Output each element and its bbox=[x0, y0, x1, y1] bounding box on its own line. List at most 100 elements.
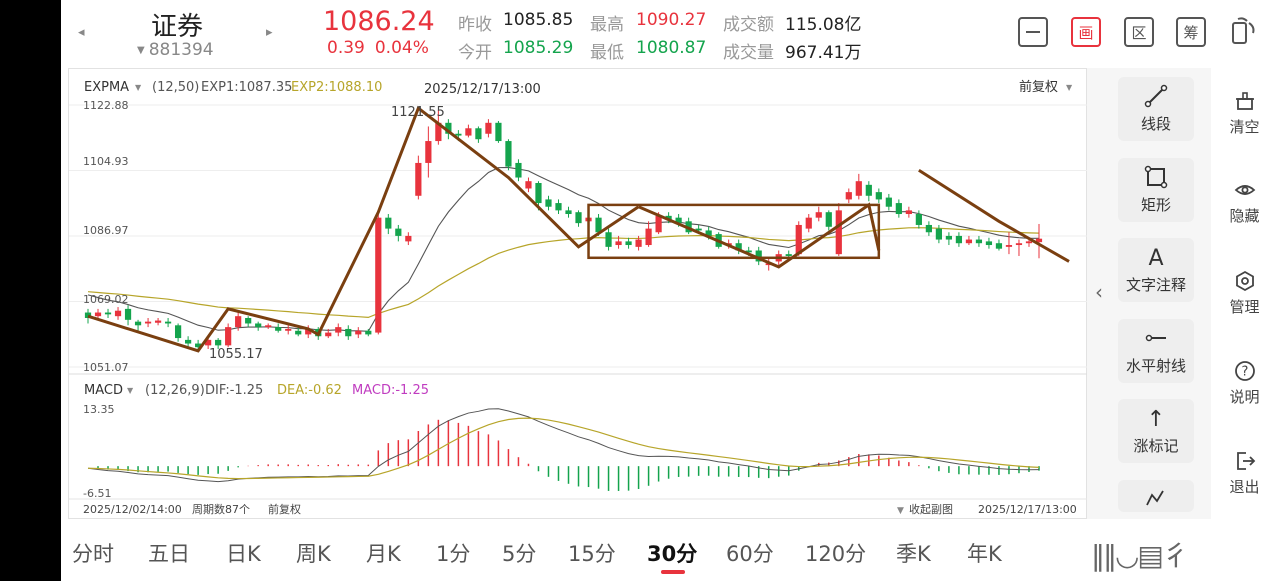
candle-body bbox=[975, 239, 983, 244]
exit-button[interactable]: 退出 bbox=[1211, 450, 1278, 497]
tab-15min[interactable]: 15分 bbox=[568, 542, 616, 566]
prev-close-label: 昨收 bbox=[458, 15, 492, 35]
chart-canvas[interactable]: EXPMA ▼ (12,50) EXP1:1087.35 EXP2:1088.1… bbox=[69, 69, 1088, 520]
tab-5min[interactable]: 5分 bbox=[502, 542, 537, 566]
candle-body bbox=[935, 228, 942, 240]
trash-icon bbox=[1211, 90, 1278, 116]
candle-body bbox=[405, 235, 412, 242]
text-icon: A bbox=[1148, 246, 1164, 271]
stock-code[interactable]: ▼ 881394 bbox=[137, 40, 214, 60]
dropdown-icon[interactable]: ▼ bbox=[1066, 83, 1073, 92]
tab-season-k[interactable]: 季K bbox=[896, 542, 931, 566]
price-change: 0.39 0.04% bbox=[327, 38, 429, 58]
collapse-sub-chart[interactable]: 收起副图 bbox=[909, 502, 953, 516]
tool-rectangle[interactable]: 矩形 bbox=[1118, 158, 1194, 222]
candle-body bbox=[855, 181, 862, 196]
next-stock-arrow-icon[interactable]: ▸ bbox=[266, 25, 273, 40]
kline-chart[interactable]: EXPMA ▼ (12,50) EXP1:1087.35 EXP2:1088.1… bbox=[68, 68, 1088, 520]
clear-label: 清空 bbox=[1229, 118, 1260, 136]
manage-label: 管理 bbox=[1229, 298, 1260, 316]
candle-body bbox=[305, 328, 312, 335]
collapse-icon[interactable]: ▼ bbox=[897, 506, 904, 516]
wave-icon bbox=[1118, 486, 1194, 512]
candle-body bbox=[545, 199, 552, 207]
candle-body bbox=[104, 312, 112, 315]
candle-body bbox=[395, 228, 402, 236]
high-label: 最高 bbox=[590, 15, 624, 35]
tab-time-share[interactable]: 分时 bbox=[72, 542, 114, 566]
tool-price-marker[interactable]: ↑ 涨标记 bbox=[1118, 399, 1194, 463]
footer-end-time: 2025/12/17/13:00 bbox=[978, 503, 1077, 516]
candle-body bbox=[425, 141, 432, 163]
chips-icon[interactable]: 筹 bbox=[1176, 17, 1206, 47]
help-button[interactable]: ? 说明 bbox=[1211, 360, 1278, 407]
adjust-selector[interactable]: 前复权 bbox=[1019, 79, 1058, 95]
candle-body bbox=[445, 122, 452, 134]
rectangle-icon bbox=[1118, 164, 1194, 194]
tab-five-day[interactable]: 五日 bbox=[148, 542, 190, 566]
candle-body bbox=[1005, 245, 1013, 247]
tab-1min[interactable]: 1分 bbox=[436, 542, 471, 566]
low-label: 最低 bbox=[590, 43, 624, 63]
tab-120min[interactable]: 120分 bbox=[805, 542, 867, 566]
drawing-rectangle bbox=[587, 203, 881, 260]
tab-month-k[interactable]: 月K bbox=[366, 542, 401, 566]
candle-body bbox=[615, 241, 622, 246]
candle-body bbox=[735, 243, 742, 251]
amount-label: 成交额 bbox=[723, 15, 774, 35]
region-icon[interactable]: 区 bbox=[1124, 17, 1154, 47]
dropdown-icon[interactable]: ▼ bbox=[127, 386, 134, 395]
dropdown-icon[interactable]: ▼ bbox=[135, 83, 142, 92]
change-percent: 0.04% bbox=[374, 38, 429, 58]
tool-label: 涨标记 bbox=[1133, 437, 1179, 455]
prev-stock-arrow-icon[interactable]: ◂ bbox=[78, 25, 85, 40]
exp2-line bbox=[87, 227, 1040, 318]
clear-button[interactable]: 清空 bbox=[1211, 90, 1278, 137]
candle-body bbox=[335, 327, 342, 333]
exp1-label: EXP1:1087.35 bbox=[201, 80, 292, 95]
macd-label: MACD:-1.25 bbox=[352, 383, 429, 398]
candle-body bbox=[825, 212, 832, 227]
tab-30min[interactable]: 30分 bbox=[647, 542, 698, 566]
low-value: 1080.87 bbox=[636, 38, 707, 58]
candle-body bbox=[295, 330, 302, 335]
prev-close-value: 1085.85 bbox=[503, 10, 574, 30]
help-label: 说明 bbox=[1229, 388, 1260, 406]
hide-button[interactable]: 隐藏 bbox=[1211, 179, 1278, 226]
y-tick: 1069.02 bbox=[83, 293, 129, 306]
candle-body bbox=[495, 122, 502, 142]
candle-body bbox=[154, 320, 162, 323]
candle-body bbox=[1025, 241, 1033, 244]
y-tick: 1122.88 bbox=[83, 99, 129, 112]
candle-body bbox=[505, 141, 512, 167]
drawing-trend-line bbox=[87, 105, 640, 353]
exp1-line bbox=[87, 166, 1039, 332]
tool-segment[interactable]: 线段 bbox=[1118, 77, 1194, 141]
horizontal-ray-icon bbox=[1118, 325, 1194, 355]
candle-body bbox=[815, 212, 822, 218]
arrow-up-icon: ↑ bbox=[1146, 407, 1166, 432]
open-label: 今开 bbox=[458, 43, 492, 63]
segment-icon bbox=[1118, 83, 1194, 113]
main-indicator-name[interactable]: EXPMA bbox=[84, 80, 129, 95]
tab-day-k[interactable]: 日K bbox=[226, 542, 261, 566]
sub-indicator-name[interactable]: MACD bbox=[84, 383, 123, 398]
tool-text[interactable]: A 文字注释 bbox=[1118, 238, 1194, 302]
tabs-fade bbox=[1085, 530, 1278, 581]
app-window: ◂ ▸ 证券 ▼ 881394 1086.24 0.39 0.04% 昨收 1085… bbox=[61, 0, 1278, 581]
switch-icon[interactable] bbox=[1228, 17, 1258, 47]
draw-icon[interactable]: 画 bbox=[1071, 17, 1101, 47]
manage-button[interactable]: 管理 bbox=[1211, 270, 1278, 317]
drawing-trend-line bbox=[637, 202, 881, 269]
tab-60min[interactable]: 60分 bbox=[726, 542, 774, 566]
candle-body bbox=[225, 327, 232, 346]
minus-icon[interactable] bbox=[1018, 17, 1048, 47]
tool-horizontal-ray[interactable]: 水平射线 bbox=[1118, 319, 1194, 383]
tab-year-k[interactable]: 年K bbox=[967, 542, 1002, 566]
candle-body bbox=[785, 254, 792, 256]
drawing-trend-line bbox=[918, 168, 1070, 263]
collapse-toolbox-icon[interactable]: ‹ bbox=[1095, 280, 1103, 304]
candle-body bbox=[965, 239, 973, 244]
tab-week-k[interactable]: 周K bbox=[296, 542, 331, 566]
tool-wave[interactable] bbox=[1118, 480, 1194, 512]
